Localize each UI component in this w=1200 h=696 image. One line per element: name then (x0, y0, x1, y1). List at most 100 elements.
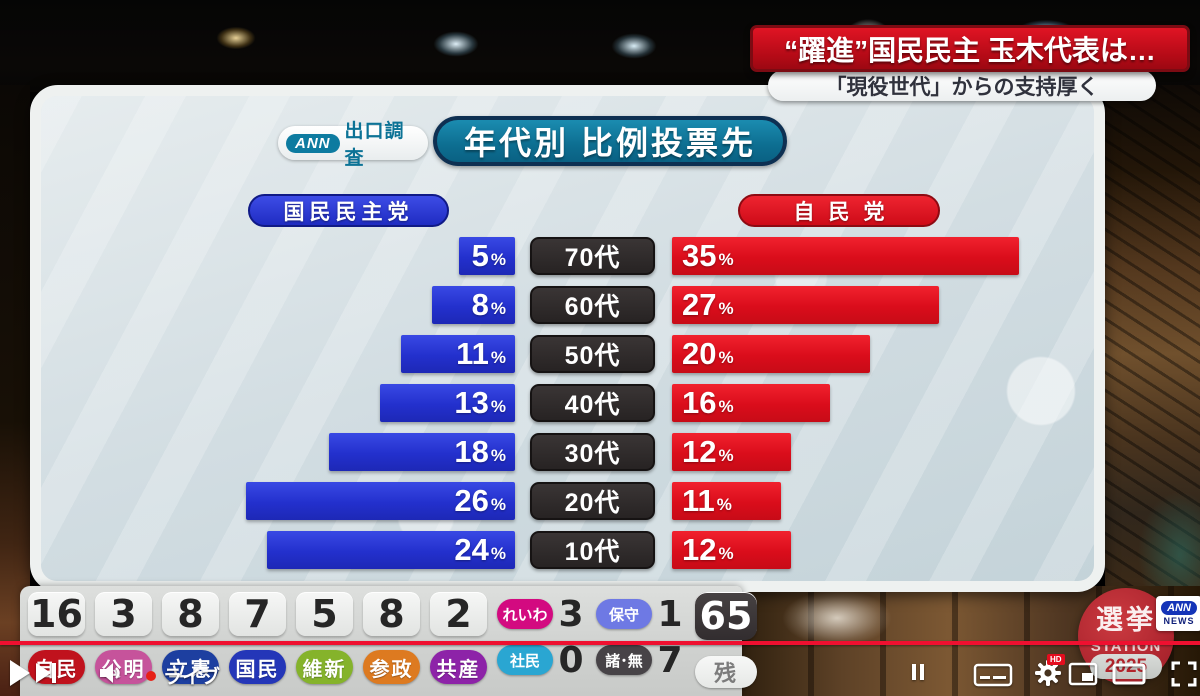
bar-left-国民民主党: 18% (329, 433, 515, 471)
seat-count: 16 (28, 592, 85, 636)
ann-exit-poll-badge: ANN 出口調査 (278, 121, 428, 169)
ticker-subrow: れいわ 3 (497, 592, 586, 636)
theater-mode-button[interactable] (1112, 662, 1146, 686)
party-pill-保守: 保守 (596, 599, 652, 629)
percent-sign: % (718, 397, 734, 416)
percent-sign: % (490, 495, 506, 514)
party-pill-立憲: 立憲 (162, 650, 219, 684)
bar-left-国民民主党: 11% (401, 335, 515, 373)
live-dot-icon (146, 670, 156, 681)
chart-row: 26% 20代 11% (41, 482, 1094, 520)
exit-poll-badge-label: 出口調査 (344, 121, 405, 169)
bar-right-value: 11 (682, 483, 715, 518)
percent-sign: % (716, 495, 732, 514)
bar-left-value: 8 (471, 287, 489, 322)
ticker-subrow: 社民 0 (497, 639, 586, 681)
age-label: 30代 (530, 433, 655, 471)
bar-right-value: 20 (682, 336, 717, 371)
age-label: 60代 (530, 286, 655, 324)
bar-left-国民民主党: 5% (459, 237, 515, 275)
percent-sign: % (718, 348, 734, 367)
settings-gear-button[interactable] (1033, 658, 1063, 688)
bar-right-自民党: 27% (672, 286, 939, 324)
ticker-column-保守: 保守 1 諸･無 7 (596, 592, 685, 688)
bar-right-value: 12 (682, 532, 717, 567)
left-party-label: 国民民主党 (248, 194, 449, 227)
party-pill-諸･無: 諸･無 (596, 645, 652, 675)
percent-sign: % (718, 299, 734, 318)
seat-count: 8 (363, 592, 420, 636)
chart-title: 年代別 比例投票先 (433, 116, 787, 166)
party-pill-共産: 共産 (430, 650, 487, 684)
bar-left-value: 11 (456, 336, 489, 371)
party-pill-維新: 維新 (296, 650, 353, 684)
party-pill-参政: 参政 (363, 650, 420, 684)
seat-count: 0 (558, 639, 584, 681)
bar-left-value: 13 (454, 385, 489, 420)
percent-sign: % (490, 397, 506, 416)
remaining-label: 残 (695, 656, 757, 688)
age-label: 70代 (530, 237, 655, 275)
seat-count: 1 (657, 593, 683, 635)
ticker-column-公明: 3 公明 (95, 592, 152, 688)
bar-right-自民党: 11% (672, 482, 781, 520)
bar-right-value: 16 (682, 385, 717, 420)
ann-logo: ANN (286, 133, 340, 153)
pause-icon[interactable] (910, 663, 926, 681)
chart-row: 11% 50代 20% (41, 335, 1094, 373)
bar-right-value: 27 (682, 287, 717, 322)
live-label: ライブ (163, 667, 221, 688)
seat-count: 8 (162, 592, 219, 636)
percent-sign: % (490, 250, 506, 269)
chart-row: 18% 30代 12% (41, 433, 1094, 471)
party-pill-国民: 国民 (229, 650, 286, 684)
seat-count: 5 (296, 592, 353, 636)
live-badge[interactable]: ライブ (146, 662, 220, 689)
percent-sign: % (718, 250, 734, 269)
fullscreen-button[interactable] (1170, 660, 1198, 688)
bar-left-国民民主党: 26% (246, 482, 515, 520)
volume-icon[interactable] (98, 660, 124, 686)
percent-sign: % (490, 544, 506, 563)
right-party-label: 自民党 (738, 194, 940, 227)
chart-row: 8% 60代 27% (41, 286, 1094, 324)
seat-count: 3 (558, 593, 584, 635)
seat-count: 2 (430, 592, 487, 636)
percent-sign: % (718, 446, 734, 465)
ann-news-logo: ANN NEWS (1156, 596, 1200, 631)
next-button[interactable] (36, 660, 58, 686)
ticker-subrow: 諸･無 7 (596, 639, 685, 681)
ticker-column-れいわ: れいわ 3 社民 0 (497, 592, 586, 688)
bar-right-自民党: 20% (672, 335, 870, 373)
play-button[interactable] (10, 660, 30, 686)
miniplayer-button[interactable] (1068, 662, 1098, 686)
age-label: 10代 (530, 531, 655, 569)
bar-right-自民党: 12% (672, 433, 791, 471)
chart-row: 5% 70代 35% (41, 237, 1094, 275)
ticker-columns: 16 自民 3 公明 8 立憲 7 国民 5 維新 8 参政 2 共産 れいわ 3 社民 0 保守 1 諸･無 7 65 残 (20, 586, 757, 688)
age-label: 20代 (530, 482, 655, 520)
age-label: 40代 (530, 384, 655, 422)
seat-count: 7 (657, 639, 683, 681)
subtitles-button[interactable] (973, 662, 1013, 688)
headline-banner: “躍進”国民民主 玉木代表は… (750, 25, 1190, 72)
ticker-column-維新: 5 維新 (296, 592, 353, 688)
percent-sign: % (490, 446, 506, 465)
remaining-count: 65 (695, 592, 757, 640)
percent-sign: % (490, 299, 506, 318)
exit-poll-board: ANN 出口調査 年代別 比例投票先 国民民主党 自民党 5% 70代 35% 8% 6… (30, 85, 1105, 592)
bar-right-自民党: 16% (672, 384, 830, 422)
bar-right-自民党: 35% (672, 237, 1019, 275)
ann-news-brand: ANN (1161, 601, 1197, 615)
bar-left-value: 18 (454, 434, 489, 469)
ticker-column-共産: 2 共産 (430, 592, 487, 688)
exit-poll-board-inner: ANN 出口調査 年代別 比例投票先 国民民主党 自民党 5% 70代 35% 8% 6… (41, 96, 1094, 581)
bar-left-value: 24 (454, 532, 489, 567)
percent-sign: % (490, 348, 506, 367)
logo-line1: 選挙 (1096, 605, 1156, 635)
ticker-divider-line (0, 641, 1200, 645)
chart-row: 24% 10代 12% (41, 531, 1094, 569)
bar-left-value: 26 (454, 483, 489, 518)
seat-count: 3 (95, 592, 152, 636)
